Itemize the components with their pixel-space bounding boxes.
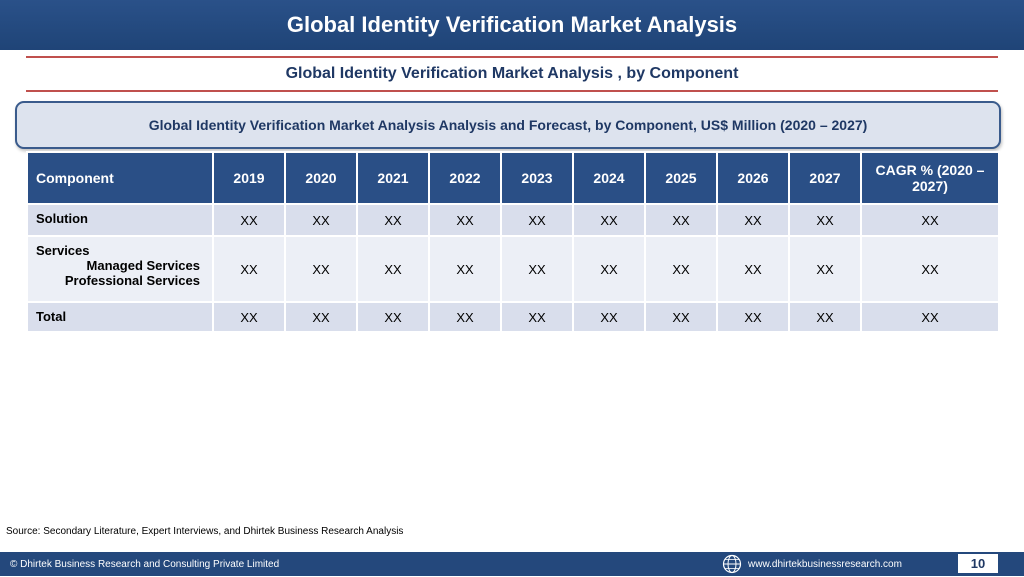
column-header: 2025 bbox=[644, 151, 718, 205]
row-label: Solution bbox=[26, 203, 214, 237]
source-note: Source: Secondary Literature, Expert Int… bbox=[6, 526, 404, 537]
column-header: 2023 bbox=[500, 151, 574, 205]
table-row: Solution XX XX XX XX XX XX XX XX XX XX bbox=[26, 203, 1000, 237]
row-label-group: Services Managed Services Professional S… bbox=[26, 235, 214, 303]
column-header: 2019 bbox=[212, 151, 286, 205]
table-cell: XX bbox=[428, 301, 502, 333]
table-cell: XX bbox=[212, 203, 286, 237]
column-header: 2020 bbox=[284, 151, 358, 205]
column-header: 2022 bbox=[428, 151, 502, 205]
slide-subtitle: Global Identity Verification Market Anal… bbox=[285, 65, 739, 82]
row-sublabel: Managed Services bbox=[86, 258, 200, 273]
table-cell: XX bbox=[572, 235, 646, 303]
column-header: 2026 bbox=[716, 151, 790, 205]
table-cell: XX bbox=[788, 203, 862, 237]
table-cell: XX bbox=[500, 203, 574, 237]
slide-title-bar: Global Identity Verification Market Anal… bbox=[0, 0, 1024, 50]
table-cell: XX bbox=[284, 203, 358, 237]
column-header: CAGR % (2020 – 2027) bbox=[860, 151, 1000, 205]
table-cell: XX bbox=[860, 301, 1000, 333]
table-row: Total XX XX XX XX XX XX XX XX XX XX bbox=[26, 301, 1000, 333]
row-label: Services bbox=[36, 243, 90, 258]
table-cell: XX bbox=[788, 235, 862, 303]
table-header-row: Component 2019 2020 2021 2022 2023 2024 … bbox=[26, 151, 1000, 205]
table-caption-box: Global Identity Verification Market Anal… bbox=[15, 101, 1001, 149]
table-caption: Global Identity Verification Market Anal… bbox=[148, 117, 868, 133]
table-cell: XX bbox=[716, 203, 790, 237]
copyright-text: © Dhirtek Business Research and Consulti… bbox=[10, 559, 280, 570]
table-cell: XX bbox=[572, 203, 646, 237]
globe-icon bbox=[722, 554, 742, 574]
table-cell: XX bbox=[428, 203, 502, 237]
column-header: Component bbox=[26, 151, 214, 205]
row-label: Total bbox=[26, 301, 214, 333]
top-divider bbox=[26, 56, 998, 58]
table-cell: XX bbox=[644, 203, 718, 237]
column-header: 2021 bbox=[356, 151, 430, 205]
table-cell: XX bbox=[572, 301, 646, 333]
table-cell: XX bbox=[212, 235, 286, 303]
bottom-divider bbox=[26, 90, 998, 92]
table-cell: XX bbox=[284, 301, 358, 333]
table-cell: XX bbox=[716, 235, 790, 303]
table-cell: XX bbox=[356, 301, 430, 333]
slide-title: Global Identity Verification Market Anal… bbox=[286, 12, 738, 37]
table-cell: XX bbox=[860, 235, 1000, 303]
table-cell: XX bbox=[716, 301, 790, 333]
row-sublabel: Professional Services bbox=[64, 273, 200, 288]
table-cell: XX bbox=[428, 235, 502, 303]
table-cell: XX bbox=[356, 203, 430, 237]
table-cell: XX bbox=[500, 235, 574, 303]
table-cell: XX bbox=[644, 301, 718, 333]
website-link[interactable]: www.dhirtekbusinessresearch.com bbox=[748, 559, 902, 570]
table-cell: XX bbox=[284, 235, 358, 303]
table-cell: XX bbox=[212, 301, 286, 333]
column-header: 2027 bbox=[788, 151, 862, 205]
table-cell: XX bbox=[788, 301, 862, 333]
footer-bar: © Dhirtek Business Research and Consulti… bbox=[0, 552, 1024, 576]
table-cell: XX bbox=[644, 235, 718, 303]
table-cell: XX bbox=[356, 235, 430, 303]
table-row: Services Managed Services Professional S… bbox=[26, 235, 1000, 303]
market-table: Component 2019 2020 2021 2022 2023 2024 … bbox=[26, 151, 1000, 333]
table-cell: XX bbox=[860, 203, 1000, 237]
table-cell: XX bbox=[500, 301, 574, 333]
page-number: 10 bbox=[958, 554, 998, 573]
column-header: 2024 bbox=[572, 151, 646, 205]
